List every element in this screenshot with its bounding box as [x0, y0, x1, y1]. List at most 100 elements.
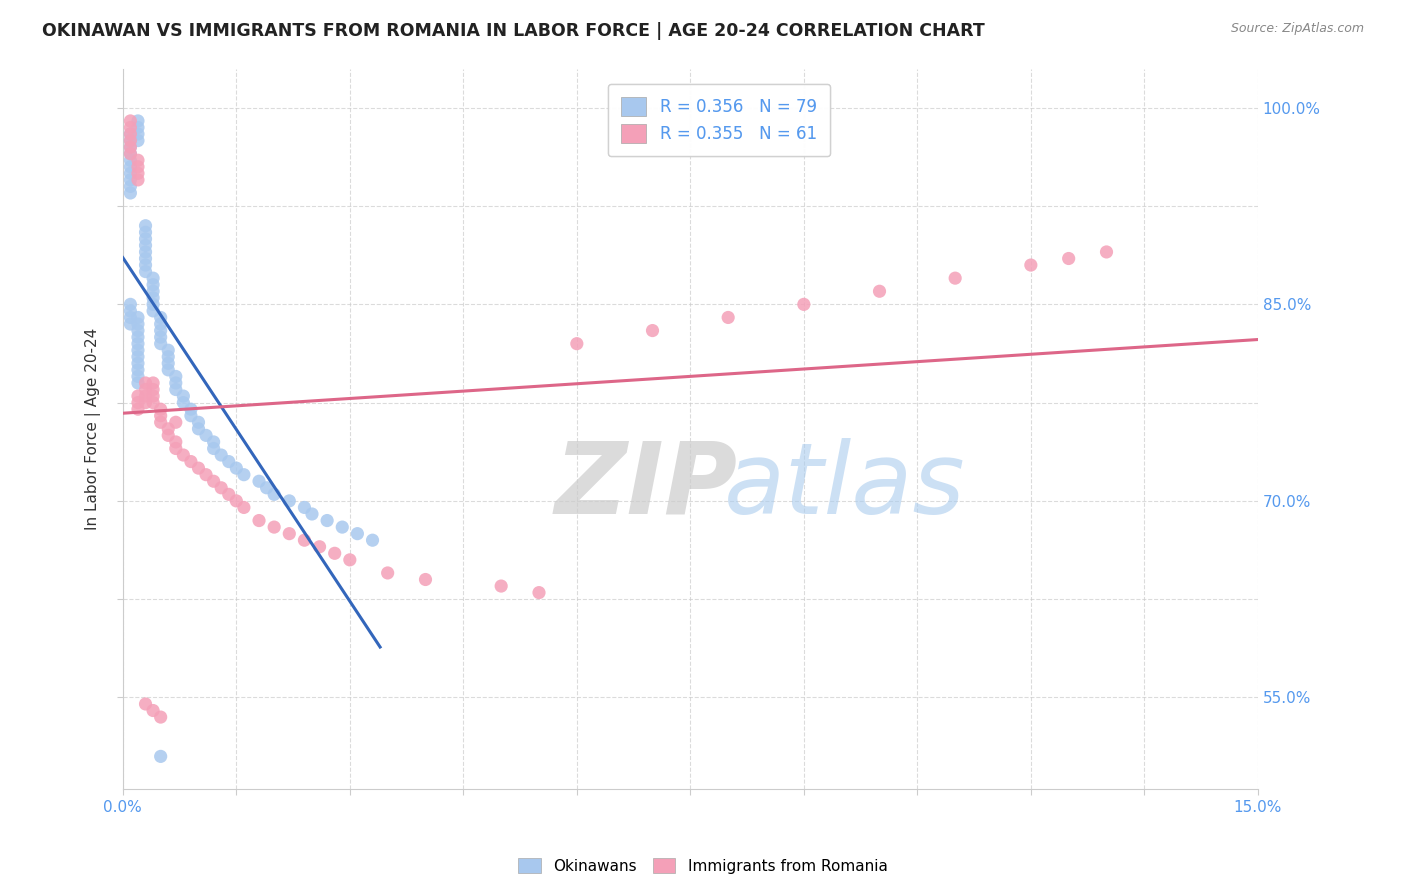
Y-axis label: In Labor Force | Age 20-24: In Labor Force | Age 20-24	[86, 327, 101, 530]
Point	[142, 395, 165, 409]
Point	[157, 350, 180, 364]
Point	[316, 514, 339, 528]
Text: atlas: atlas	[724, 438, 966, 535]
Point	[120, 179, 142, 194]
Point	[263, 487, 285, 501]
Point	[256, 481, 278, 495]
Point	[1057, 252, 1080, 266]
Point	[247, 514, 270, 528]
Point	[142, 376, 165, 390]
Point	[717, 310, 740, 325]
Point	[120, 134, 142, 148]
Point	[120, 310, 142, 325]
Point	[142, 291, 165, 305]
Point	[120, 166, 142, 180]
Legend: Okinawans, Immigrants from Romania: Okinawans, Immigrants from Romania	[512, 852, 894, 880]
Point	[165, 383, 187, 397]
Point	[120, 146, 142, 161]
Point	[149, 336, 172, 351]
Point	[120, 140, 142, 154]
Point	[527, 585, 550, 599]
Point	[135, 232, 157, 246]
Point	[127, 395, 149, 409]
Point	[165, 415, 187, 429]
Point	[120, 297, 142, 311]
Point	[172, 395, 194, 409]
Point	[120, 134, 142, 148]
Point	[127, 127, 149, 141]
Point	[127, 160, 149, 174]
Point	[1095, 244, 1118, 259]
Text: OKINAWAN VS IMMIGRANTS FROM ROMANIA IN LABOR FORCE | AGE 20-24 CORRELATION CHART: OKINAWAN VS IMMIGRANTS FROM ROMANIA IN L…	[42, 22, 986, 40]
Point	[127, 356, 149, 370]
Point	[202, 434, 225, 449]
Point	[157, 422, 180, 436]
Point	[127, 324, 149, 338]
Point	[218, 454, 240, 468]
Point	[377, 566, 399, 580]
Point	[120, 127, 142, 141]
Point	[209, 481, 232, 495]
Point	[142, 383, 165, 397]
Point	[793, 297, 815, 311]
Text: ZIP: ZIP	[554, 438, 737, 535]
Point	[127, 120, 149, 135]
Point	[149, 749, 172, 764]
Point	[142, 704, 165, 718]
Point	[142, 285, 165, 299]
Point	[120, 304, 142, 318]
Point	[142, 304, 165, 318]
Point	[127, 330, 149, 344]
Point	[339, 553, 361, 567]
Point	[120, 114, 142, 128]
Point	[127, 363, 149, 377]
Point	[1019, 258, 1042, 272]
Point	[165, 369, 187, 384]
Point	[301, 507, 323, 521]
Point	[308, 540, 330, 554]
Point	[489, 579, 512, 593]
Point	[149, 310, 172, 325]
Point	[149, 409, 172, 423]
Point	[135, 389, 157, 403]
Point	[120, 140, 142, 154]
Point	[135, 264, 157, 278]
Legend: R = 0.356   N = 79, R = 0.355   N = 61: R = 0.356 N = 79, R = 0.355 N = 61	[607, 84, 830, 156]
Point	[135, 252, 157, 266]
Point	[165, 442, 187, 456]
Point	[294, 533, 316, 548]
Point	[120, 317, 142, 331]
Point	[263, 520, 285, 534]
Point	[278, 526, 301, 541]
Point	[120, 186, 142, 200]
Point	[187, 422, 209, 436]
Point	[127, 166, 149, 180]
Point	[142, 271, 165, 285]
Point	[195, 467, 218, 482]
Point	[232, 467, 254, 482]
Point	[149, 317, 172, 331]
Point	[180, 454, 202, 468]
Point	[120, 160, 142, 174]
Point	[127, 389, 149, 403]
Point	[127, 173, 149, 187]
Point	[869, 285, 891, 299]
Point	[135, 219, 157, 233]
Point	[323, 546, 346, 560]
Point	[157, 428, 180, 442]
Point	[641, 324, 664, 338]
Point	[142, 277, 165, 292]
Point	[149, 710, 172, 724]
Point	[218, 487, 240, 501]
Point	[294, 500, 316, 515]
Point	[135, 225, 157, 239]
Point	[187, 461, 209, 475]
Point	[187, 415, 209, 429]
Point	[127, 376, 149, 390]
Point	[127, 369, 149, 384]
Point	[135, 238, 157, 252]
Point	[127, 336, 149, 351]
Point	[142, 389, 165, 403]
Point	[127, 350, 149, 364]
Point	[135, 376, 157, 390]
